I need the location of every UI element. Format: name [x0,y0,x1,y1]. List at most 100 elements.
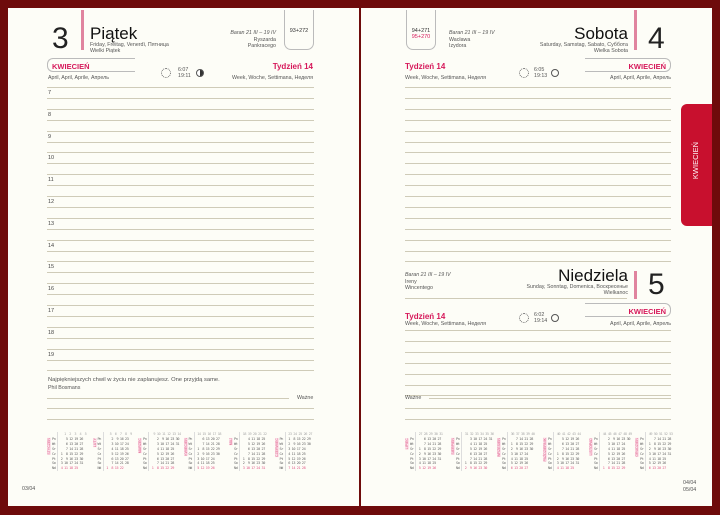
calendar-days: 31 32 33 34 35 36 3 10 17 24 31 4 11 18 … [461,432,494,472]
nameday: Pankracego [247,43,276,49]
calendar-row: 7 14 21 28 [104,461,129,466]
ruled-line [47,337,314,339]
mini-calendar: MARZEC Pn Wt Śr Cz Pt So Nd 9 10 11 12 1… [138,432,182,474]
calendar-row: 7 14 21 28 [417,441,441,446]
month-tab-kwiecien[interactable]: KWIECIEŃ [681,104,712,226]
calendar-row: 5 12 19 26 [150,451,174,456]
calendar-row: 1 8 15 22 29 [647,441,672,446]
calendar-days: 5 6 7 8 9 2 9 16 23 3 10 17 24 4 11 18 2… [102,432,133,472]
calendar-days: 49 50 51 52 53 7 14 21 28 1 8 15 22 29 2… [645,432,673,472]
calendar-row: 4 11 18 25 [463,441,487,446]
line [405,408,671,409]
mini-calendar: WRZESIEŃ Pn Wt Śr Cz Pt So Nd 36 37 38 3… [497,432,541,474]
calendar-row: 5 12 19 26 [463,446,487,451]
quote: Najpiękniejszych chwil w życiu nie zapla… [48,377,220,383]
calendar-row: 5 12 19 26 [241,441,265,446]
ruled-line [47,261,314,263]
calendar-row: 1 8 15 22 29 [195,446,220,451]
ruled-line [405,362,671,364]
sunrise: 6:02 [534,312,545,318]
week-translations: Week, Woche, Settimana, Неделя [405,75,486,81]
calendar-row: 2 9 16 23 [104,436,129,441]
mini-calendar: CZERWIEC Pn Wt Śr Cz Pt So Nd 23 24 25 2… [274,432,319,474]
holiday: Wielki Piątek [90,48,121,54]
mini-calendar: PAŹDZIERNIK Pn Wt Śr Cz Pt So Nd 40 41 4… [543,432,587,474]
ruled-line [405,185,671,187]
calendar-row: 3 10 17 24 31 [150,441,180,446]
calendar-row: 1 8 15 22 29 [509,441,534,446]
calendar-days: 27 28 29 30 31 6 13 20 27 7 14 21 28 1 8… [415,432,443,472]
calendar-row: 6 13 20 27 [59,441,83,446]
ruled-line [47,348,314,350]
week-numbers: 18 19 20 21 22 [241,432,267,436]
calendar-row: 4 11 18 25 [241,436,265,441]
ruled-line [47,359,314,361]
calendar-row: 4 11 18 25 [286,451,306,456]
week-numbers: 40 41 42 43 44 [555,432,581,436]
line [405,419,671,420]
calendar-row: 1 8 15 22 29 [417,446,442,451]
day-count: 93+272 [289,28,309,34]
hour-label: 19 [48,351,55,358]
ruled-line [405,217,671,219]
important-line[interactable] [47,398,289,399]
calendar-month: GRUDZIEŃ [635,438,639,457]
calendar-row: 7 14 21 28 [286,466,306,471]
day-count-box: 93+272 [284,10,314,50]
hour-label: 11 [48,177,54,184]
hour-label: 9 [48,133,52,140]
moon-icon [551,69,559,77]
calendar-days: 23 24 25 26 27 1 8 15 22 29 2 9 16 23 30… [284,432,313,472]
calendar-row: 4 11 18 25 [59,466,78,471]
calendar-row: 7 14 21 28 [150,461,174,466]
calendar-days: 36 37 38 39 40 7 14 21 28 1 8 15 22 29 2… [507,432,535,472]
calendar-row: 3 10 17 24 31 [59,461,84,466]
ruled-line [405,119,671,121]
calendar-row: 5 12 19 26 [59,436,83,441]
calendar-row: 1 8 15 22 29 [59,451,84,456]
week-numbers: 31 32 33 34 35 36 [463,432,494,436]
calendar-row: 3 10 17 24 [104,441,129,446]
zodiac: Baran 21 III – 19 IV [230,30,276,36]
week-translations: Week, Woche, Settimana, Неделя [232,75,313,81]
calendar-row: 2 9 16 23 30 [59,456,84,461]
calendar-row: 2 9 16 23 30 [195,451,220,456]
calendar-row: 1 8 15 22 29 [150,466,175,471]
calendar-row: 7 14 21 28 [647,436,671,441]
holiday: Wielkanoc [603,290,628,296]
ruled-line [47,119,314,121]
ruled-line [47,326,314,328]
month-translations: April, April, Aprile, Апрель [48,75,109,81]
sunset: 19:11 [178,73,191,79]
calendar-row: 6 13 20 27 [555,441,579,446]
calendar-row: 1 8 15 22 29 [555,451,580,456]
day-name: Sobota [574,24,628,43]
important-line[interactable] [429,398,671,399]
ruled-line [47,206,314,208]
day-bar [634,10,637,50]
nameday: Izydora [449,43,467,49]
calendar-month: LISTOPAD [589,438,593,456]
day-count-box: 94+271 95+270 [406,10,436,50]
calendar-row: 1 8 15 22 29 [463,461,488,466]
calendar-row: 5 12 19 26 [104,451,129,456]
calendar-month: PAŹDZIERNIK [543,438,547,462]
holiday: Wielka Sobota [593,48,628,54]
calendar-month: LUTY [92,438,97,448]
hour-label: 18 [48,329,55,336]
month-translations: April, April, Aprile, Апрель [610,321,671,327]
moon-last-quarter-icon [196,69,204,77]
ruled-line [47,185,314,187]
calendar-row: 6 13 20 27 [463,451,487,456]
mini-calendar: SIERPIEŃ Pn Wt Śr Cz Pt So Nd 31 32 33 3… [451,432,495,474]
calendar-row: 3 10 17 24 31 [241,466,266,471]
ruled-line [405,228,671,230]
week-label: Tydzień 14 [405,312,446,321]
calendar-row: 4 11 18 25 [417,461,436,466]
calendar-row: 1 8 15 22 29 [241,456,266,461]
hour-label: 14 [48,242,55,249]
weekday-labels: Pn Wt Śr Cz Pt So Nd [234,436,238,471]
calendar-row: 7 14 21 28 [601,461,625,466]
week-numbers: 5 6 7 8 9 [104,432,133,436]
mini-calendar: LIPIEC Pn Wt Śr Cz Pt So Nd 27 28 29 30 … [405,432,449,474]
